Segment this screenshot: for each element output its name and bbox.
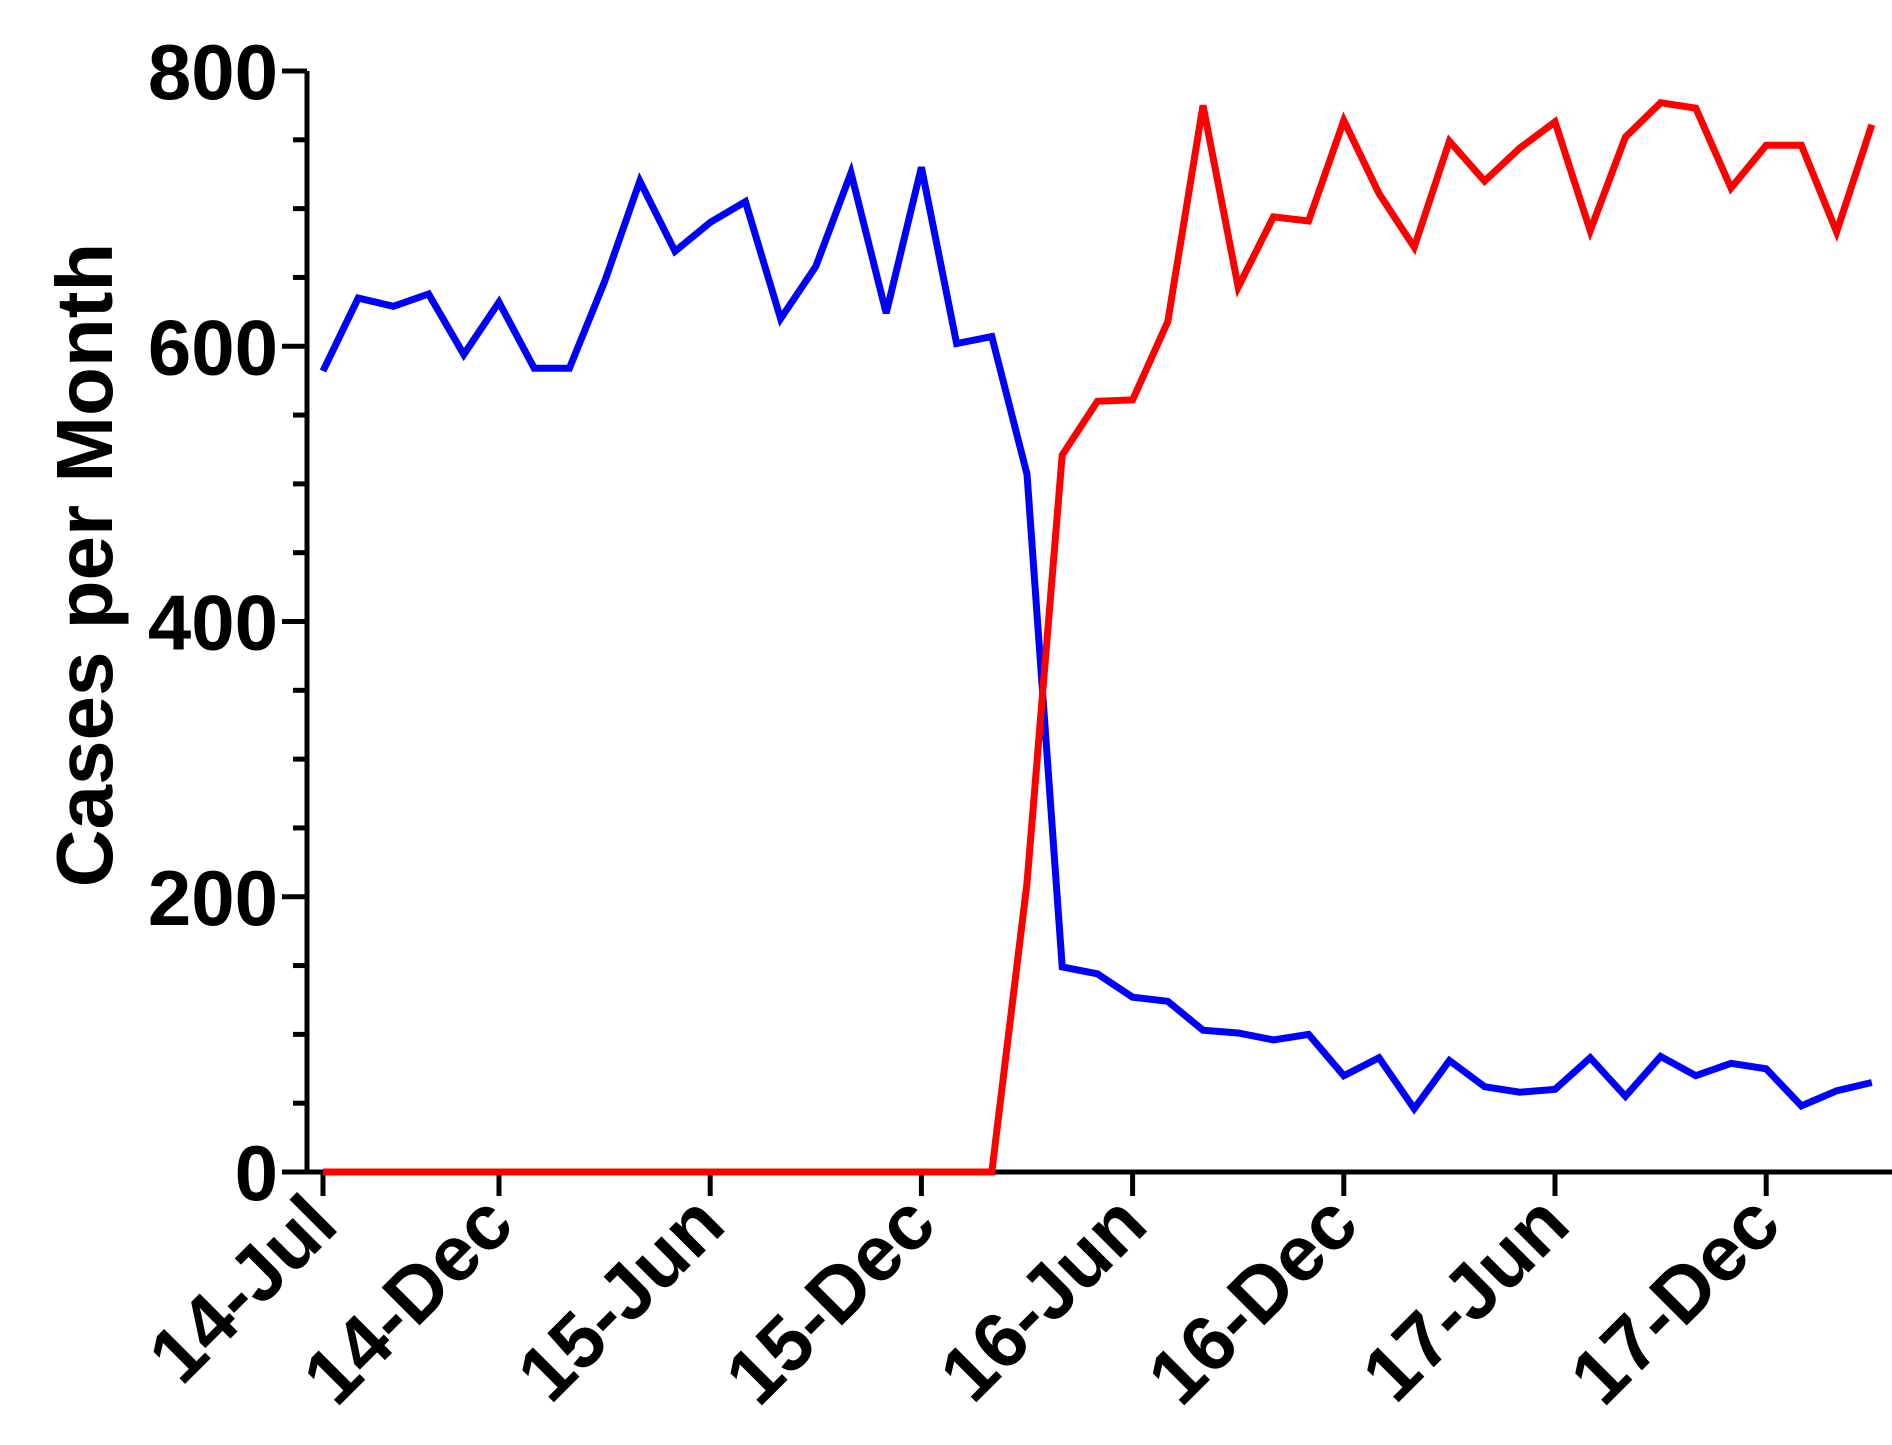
y-tick-label: 600 xyxy=(148,303,278,391)
y-axis-title: Cases per Month xyxy=(40,243,129,888)
x-tick-label: 17-Dec xyxy=(1553,1178,1796,1421)
y-tick-label: 800 xyxy=(148,28,278,116)
x-axis: 14-Jul14-Dec15-Jun15-Dec16-Jun16-Dec17-J… xyxy=(131,1169,1892,1421)
x-tick-label: 15-Dec xyxy=(708,1178,951,1421)
y-tick-label: 200 xyxy=(148,854,278,942)
y-tick-label: 0 xyxy=(235,1129,278,1217)
x-tick-label: 16-Dec xyxy=(1131,1178,1374,1421)
series-line-2 xyxy=(323,98,1876,1176)
x-tick-label: 17-Jun xyxy=(1345,1178,1585,1418)
series-line-1 xyxy=(319,161,1873,1115)
x-tick-label: 15-Jun xyxy=(500,1178,740,1418)
y-axis: 0 200 400 600 800 xyxy=(148,28,310,1217)
x-tick-label: 16-Jun xyxy=(923,1178,1163,1418)
y-tick-label: 400 xyxy=(148,579,278,667)
series-lines xyxy=(319,98,1876,1176)
